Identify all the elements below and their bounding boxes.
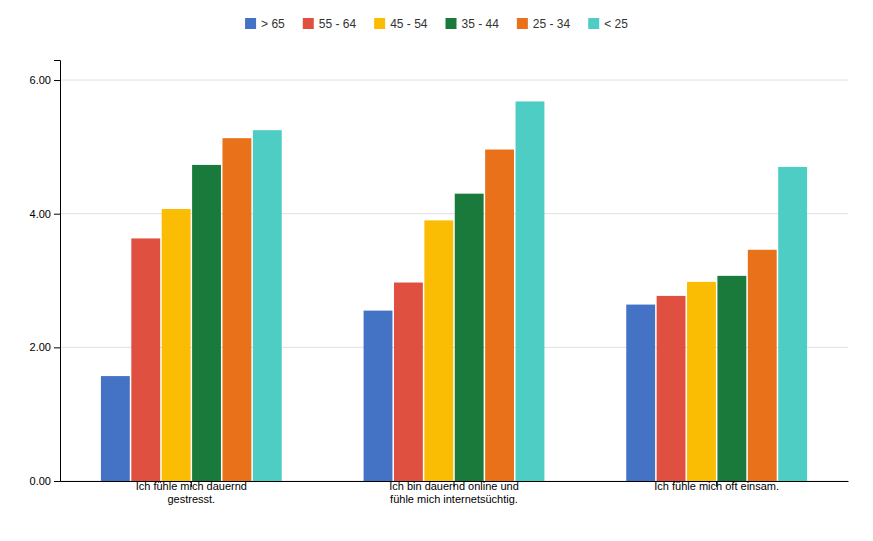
y-tick-label: 0.00 <box>30 475 51 487</box>
bar <box>424 220 453 481</box>
y-tick-label: 4.00 <box>30 208 51 220</box>
legend-swatch <box>303 18 314 29</box>
bar <box>455 194 484 481</box>
grid <box>60 80 848 481</box>
bar <box>162 209 191 481</box>
x-tick-label: Ich bin dauernd online undfühle mich int… <box>389 480 519 505</box>
x-axis: Ich fühle mich dauerndgestresst. Ich bin … <box>61 480 849 505</box>
legend-item: > 65 <box>245 17 285 31</box>
bar <box>394 283 423 481</box>
bars <box>101 101 807 481</box>
y-tick: 0.00 <box>30 475 60 487</box>
grid-line <box>60 80 848 81</box>
legend-label: > 65 <box>261 17 285 31</box>
legend-label: 25 - 34 <box>533 17 571 31</box>
legend-swatch <box>446 18 457 29</box>
legend-swatch <box>374 18 385 29</box>
y-tick-mark <box>54 80 60 81</box>
x-tick: Ich fühle mich dauerndgestresst. <box>136 480 247 505</box>
chart: 0.00 2.00 4.00 6.00 Ich fühle mich dauerndge… <box>0 0 873 541</box>
y-axis: 0.00 2.00 4.00 6.00 <box>30 61 61 488</box>
bar <box>717 276 746 481</box>
bar <box>748 250 777 481</box>
bar <box>101 376 130 481</box>
bar <box>657 296 686 481</box>
legend-swatch <box>517 18 528 29</box>
legend-swatch <box>245 18 256 29</box>
x-tick-label-line: Ich fühle mich dauernd <box>136 480 247 492</box>
x-tick-label-line: gestresst. <box>167 493 215 505</box>
legend-item: < 25 <box>588 17 628 31</box>
bar <box>364 311 393 481</box>
x-tick-label-line: Ich bin dauernd online und <box>389 480 519 492</box>
y-axis-line <box>54 61 61 482</box>
x-tick: Ich fühle mich oft einsam. <box>654 480 779 492</box>
y-tick: 4.00 <box>30 208 60 220</box>
bar <box>778 167 807 481</box>
bar <box>253 130 282 481</box>
bar <box>626 305 655 481</box>
legend-item: 55 - 64 <box>303 17 357 31</box>
y-tick-mark <box>54 347 60 348</box>
legend-label: 45 - 54 <box>390 17 428 31</box>
legend-label: 35 - 44 <box>462 17 500 31</box>
x-tick-label-line: fühle mich internetsüchtig. <box>390 493 518 505</box>
legend-label: < 25 <box>604 17 628 31</box>
legend-label: 55 - 64 <box>319 17 357 31</box>
legend-item: 45 - 54 <box>374 17 428 31</box>
y-tick-mark <box>54 481 60 482</box>
y-tick-label: 6.00 <box>30 74 51 86</box>
bar <box>192 165 221 481</box>
legend-item: 35 - 44 <box>446 17 500 31</box>
bar-series <box>222 138 776 481</box>
bar <box>485 150 514 481</box>
bar <box>131 238 160 481</box>
bar <box>222 138 251 481</box>
y-tick: 2.00 <box>30 341 60 353</box>
x-tick-label: Ich fühle mich oft einsam. <box>654 480 779 492</box>
x-tick-label-line: Ich fühle mich oft einsam. <box>654 480 779 492</box>
x-tick: Ich bin dauernd online undfühle mich int… <box>389 480 519 505</box>
bar <box>516 101 545 481</box>
legend-swatch <box>588 18 599 29</box>
legend: > 65 55 - 64 45 - 54 35 - 44 25 - 34 < 25 <box>245 17 628 31</box>
legend-item: 25 - 34 <box>517 17 571 31</box>
bar-series <box>253 101 807 481</box>
x-tick-label: Ich fühle mich dauerndgestresst. <box>136 480 247 505</box>
plot: 0.00 2.00 4.00 6.00 Ich fühle mich dauerndge… <box>30 61 849 506</box>
y-tick-label: 2.00 <box>30 341 51 353</box>
y-tick: 6.00 <box>30 74 60 86</box>
bar <box>687 282 716 481</box>
y-tick-mark <box>54 214 60 215</box>
